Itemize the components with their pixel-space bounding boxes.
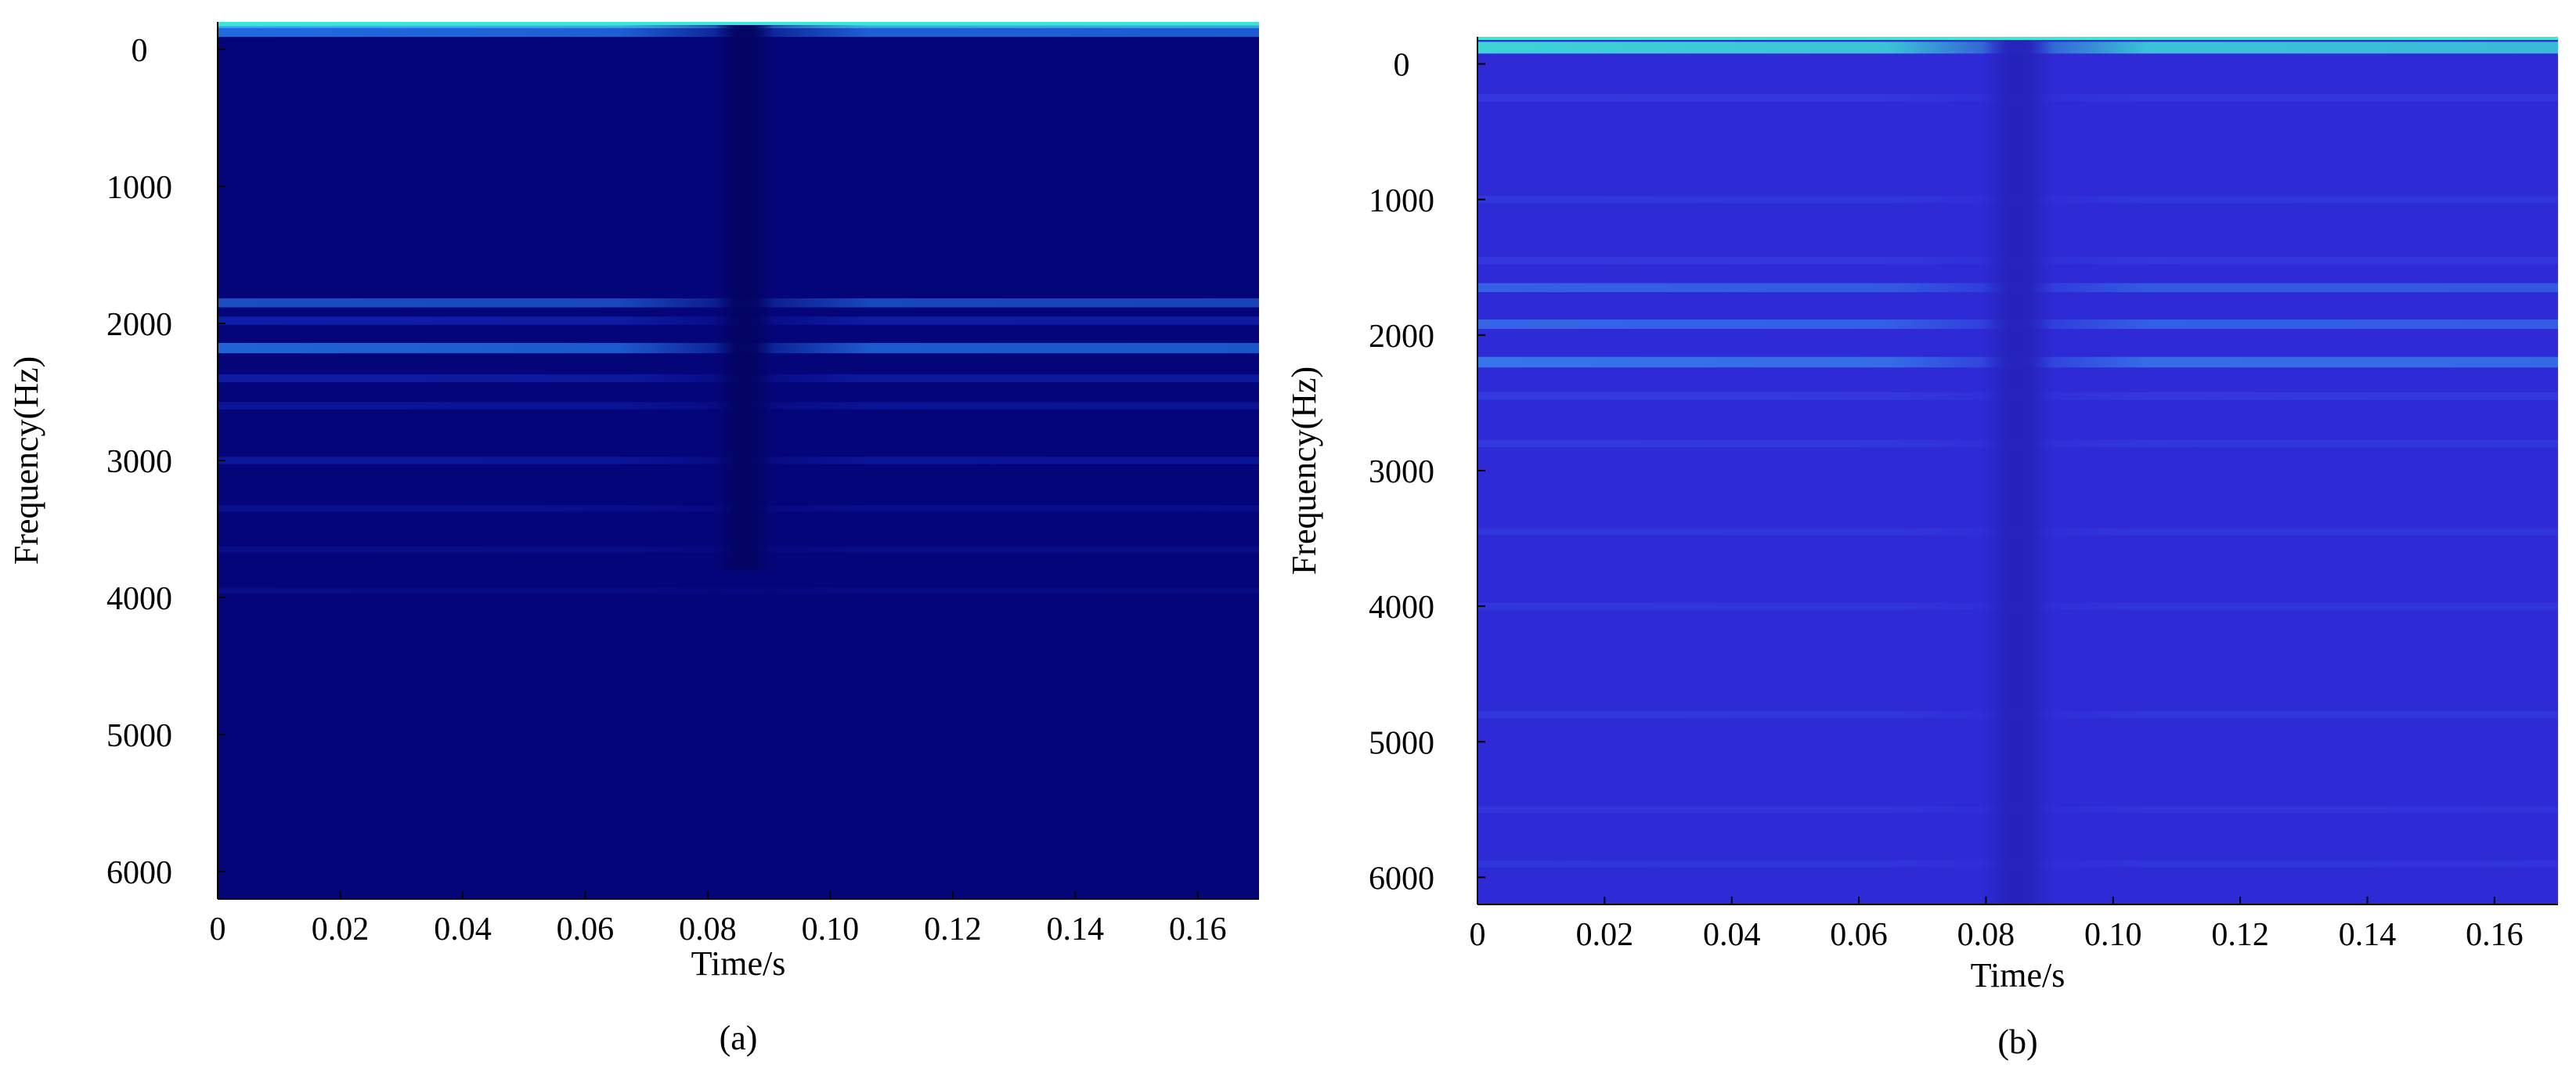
- x-tick-label: 0: [1470, 917, 1486, 953]
- vertical-null-band: [715, 22, 774, 570]
- x-axis-label: Time/s: [1971, 956, 2065, 995]
- y-tick-label: 4000: [1369, 590, 1434, 626]
- x-tick-label: 0.06: [1830, 917, 1888, 953]
- x-tick-label: 0.16: [2466, 917, 2524, 953]
- x-tick-label: 0.08: [679, 912, 737, 948]
- y-axis-label: Frequency(Hz): [7, 356, 45, 565]
- spectrogram-panel-b: 0 0.02 0.04 0.06 0.08 0.10 0.12 0.14 0.16 0 1000 20…: [1285, 37, 2558, 1061]
- x-tick-label: 0.14: [2339, 917, 2397, 953]
- y-axis-label: Frequency(Hz): [1285, 366, 1323, 575]
- x-tick-label: 0.04: [1703, 917, 1761, 953]
- y-tick-label: 4000: [106, 581, 172, 617]
- x-tick-label: 0.10: [802, 912, 860, 948]
- x-tick-label: 0.12: [924, 912, 982, 948]
- x-tick-label: 0.12: [2211, 917, 2269, 953]
- x-tick-label: 0.02: [312, 912, 370, 948]
- y-tick-label: 5000: [106, 718, 172, 754]
- y-tick-label: 2000: [106, 307, 172, 343]
- x-axis-label: Time/s: [691, 944, 786, 983]
- x-tick-label: 0.14: [1047, 912, 1105, 948]
- top-edge-line: [218, 22, 1259, 25]
- x-tick-label: 0.04: [434, 912, 492, 948]
- y-tick-label: 0: [1394, 48, 1410, 84]
- y-tick-label: 5000: [1369, 725, 1434, 761]
- panel-caption: (a): [720, 1019, 758, 1057]
- y-tick-label: 6000: [106, 855, 172, 891]
- y-tick-label: 0: [132, 33, 148, 69]
- heatmap-area: [1477, 37, 2558, 904]
- x-tick-label: 0.16: [1169, 912, 1227, 948]
- panel-caption: (b): [1997, 1023, 2037, 1061]
- top-edge-line: [1477, 37, 2558, 40]
- x-tick-label: 0.02: [1576, 917, 1634, 953]
- x-tick-label: 0: [210, 912, 226, 948]
- y-tick-label: 3000: [106, 444, 172, 480]
- y-tick-label: 1000: [1369, 183, 1434, 219]
- energy-band: [218, 587, 1259, 594]
- y-tick-label: 6000: [1369, 861, 1434, 897]
- x-tick-label: 0.10: [2084, 917, 2142, 953]
- spectrogram-panel-a: 0 0.02 0.04 0.06 0.08 0.10 0.12 0.14 0.16 0 1000 20…: [7, 22, 1259, 1057]
- y-tick-label: 2000: [1369, 319, 1434, 355]
- x-tick-label: 0.06: [557, 912, 615, 948]
- y-tick-label: 1000: [106, 170, 172, 206]
- vertical-null-band: [1982, 37, 2054, 904]
- heatmap-area: [218, 22, 1259, 899]
- y-tick-label: 3000: [1369, 454, 1434, 490]
- x-tick-label: 0.08: [1957, 917, 2015, 953]
